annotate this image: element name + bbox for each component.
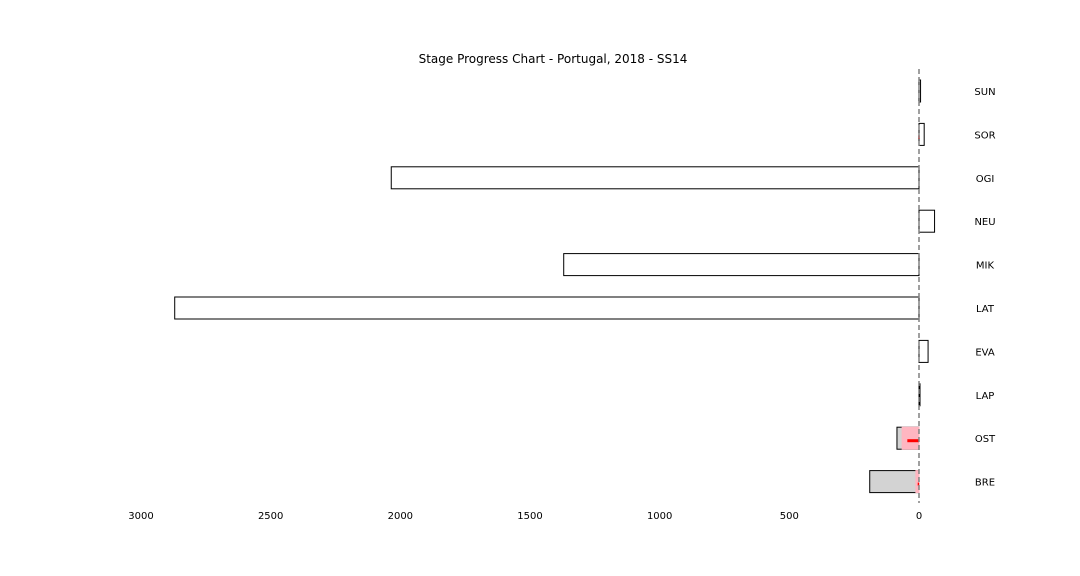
category-label-mik: MIK	[976, 261, 995, 272]
bar-ogi	[390, 166, 920, 190]
category-label-lat: LAT	[976, 304, 995, 315]
overlay-bar-ost	[901, 426, 920, 450]
x-tick-label: 500	[780, 511, 799, 522]
marker-bre	[917, 482, 920, 486]
chart-title: Stage Progress Chart - Portugal, 2018 - …	[419, 52, 688, 66]
category-label-sun: SUN	[974, 87, 995, 98]
marker-ost	[907, 439, 919, 443]
x-tick-label: 0	[916, 511, 922, 522]
category-label-sor: SOR	[974, 130, 995, 141]
category-label-neu: NEU	[974, 217, 995, 228]
bar-lap	[918, 383, 921, 407]
bars-layer	[174, 79, 936, 494]
category-label-ogi: OGI	[976, 174, 995, 185]
x-tick-label: 2500	[258, 511, 283, 522]
bar-sor	[918, 122, 925, 146]
x-tick-label: 3000	[128, 511, 153, 522]
bar-sun	[918, 79, 922, 103]
bar-bre	[869, 470, 920, 494]
bar-mik	[563, 253, 920, 277]
x-tick-label: 2000	[388, 511, 413, 522]
category-label-bre: BRE	[975, 478, 995, 489]
x-tick-label: 1000	[647, 511, 672, 522]
x-tick-label: 1500	[517, 511, 542, 522]
category-labels: SUN SOR OGI NEU MIK LAT EVA LAP OST BRE	[974, 87, 996, 489]
category-label-lap: LAP	[976, 391, 995, 402]
bar-eva	[918, 339, 929, 363]
bar-lat	[174, 296, 920, 320]
category-label-ost: OST	[975, 434, 996, 445]
bar-neu	[918, 209, 936, 233]
x-axis-ticks: 3000 2500 2000 1500 1000 500 0	[128, 511, 922, 522]
category-label-eva: EVA	[975, 347, 995, 358]
